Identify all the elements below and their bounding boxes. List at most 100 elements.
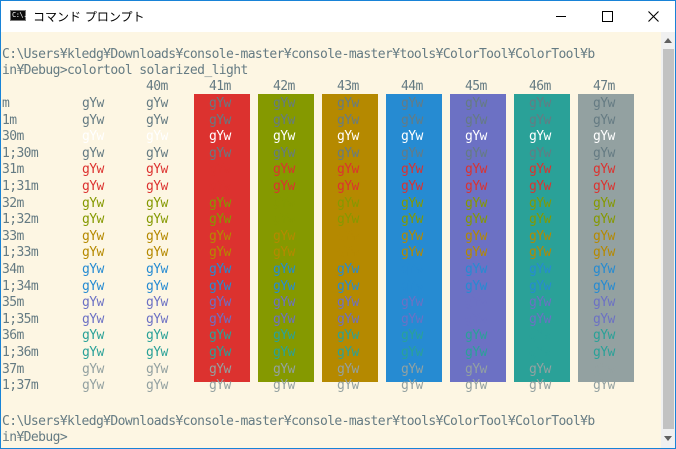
row-label: 31m — [2, 162, 24, 177]
sample-cell: gYw — [273, 179, 295, 194]
sample-cell: gYw — [209, 113, 231, 128]
sample-cell: gYw — [146, 345, 168, 360]
sample-cell: gYw — [82, 113, 104, 128]
sample-cell: gYw — [465, 279, 487, 294]
title-bar[interactable]: C:\. コマンド プロンプト — [1, 1, 675, 32]
sample-cell: gYw — [82, 179, 104, 194]
sample-cell: gYw — [529, 245, 551, 260]
sample-cell: gYw — [337, 229, 359, 244]
sample-cell: gYw — [529, 378, 551, 393]
sample-cell: gYw — [337, 245, 359, 260]
sample-cell: gYw — [593, 229, 615, 244]
sample-cell: gYw — [273, 212, 295, 227]
sample-cell: gYw — [593, 113, 615, 128]
row-label: 35m — [2, 295, 24, 310]
sample-cell: gYw — [337, 295, 359, 310]
sample-cell: gYw — [146, 362, 168, 377]
background-column — [578, 94, 634, 382]
sample-cell: gYw — [82, 162, 104, 177]
sample-cell: gYw — [82, 345, 104, 360]
sample-cell: gYw — [337, 262, 359, 277]
sample-cell: gYw — [401, 312, 423, 327]
row-label: 1;37m — [2, 378, 39, 393]
sample-cell: gYw — [82, 129, 104, 144]
sample-cell: gYw — [146, 279, 168, 294]
column-header: 46m — [529, 79, 551, 94]
row-label: 36m — [2, 328, 24, 343]
sample-cell: gYw — [82, 295, 104, 310]
row-label: m — [2, 96, 10, 111]
prompt-line: in¥Debug> — [2, 430, 68, 445]
sample-cell: gYw — [273, 96, 295, 111]
sample-cell: gYw — [273, 328, 295, 343]
sample-cell: gYw — [529, 328, 551, 343]
sample-cell: gYw — [273, 245, 295, 260]
sample-cell: gYw — [401, 245, 423, 260]
close-button[interactable] — [630, 1, 675, 32]
maximize-button[interactable] — [584, 1, 630, 32]
sample-cell: gYw — [465, 245, 487, 260]
sample-cell: gYw — [465, 328, 487, 343]
sample-cell: gYw — [146, 312, 168, 327]
sample-cell: gYw — [593, 362, 615, 377]
sample-cell: gYw — [209, 262, 231, 277]
minimize-button[interactable] — [538, 1, 584, 32]
sample-cell: gYw — [401, 362, 423, 377]
sample-cell: gYw — [465, 129, 487, 144]
sample-cell: gYw — [529, 129, 551, 144]
sample-cell: gYw — [465, 345, 487, 360]
sample-cell: gYw — [593, 328, 615, 343]
sample-cell: gYw — [465, 229, 487, 244]
sample-cell: gYw — [209, 229, 231, 244]
sample-cell: gYw — [401, 96, 423, 111]
sample-cell: gYw — [593, 146, 615, 161]
row-label: 1;33m — [2, 245, 39, 260]
row-label: 1;34m — [2, 279, 39, 294]
sample-cell: gYw — [401, 162, 423, 177]
sample-cell: gYw — [82, 312, 104, 327]
sample-cell: gYw — [209, 146, 231, 161]
sample-cell: gYw — [209, 245, 231, 260]
sample-cell: gYw — [273, 295, 295, 310]
sample-cell: gYw — [465, 162, 487, 177]
sample-cell: gYw — [146, 96, 168, 111]
sample-cell: gYw — [146, 328, 168, 343]
background-column — [258, 94, 314, 382]
sample-cell: gYw — [337, 345, 359, 360]
sample-cell: gYw — [273, 378, 295, 393]
sample-cell: gYw — [209, 129, 231, 144]
sample-cell: gYw — [465, 196, 487, 211]
sample-cell: gYw — [465, 113, 487, 128]
background-column — [194, 94, 250, 382]
scroll-thumb[interactable] — [663, 49, 674, 429]
vertical-scrollbar[interactable] — [661, 32, 675, 448]
sample-cell: gYw — [529, 196, 551, 211]
sample-cell: gYw — [401, 229, 423, 244]
sample-cell: gYw — [337, 328, 359, 343]
background-column — [386, 94, 442, 382]
sample-cell: gYw — [209, 295, 231, 310]
sample-cell: gYw — [529, 96, 551, 111]
sample-cell: gYw — [337, 362, 359, 377]
window-title: コマンド プロンプト — [33, 10, 145, 24]
sample-cell: gYw — [401, 295, 423, 310]
sample-cell: gYw — [209, 196, 231, 211]
sample-cell: gYw — [209, 96, 231, 111]
sample-cell: gYw — [529, 179, 551, 194]
sample-cell: gYw — [82, 279, 104, 294]
scroll-down-arrow-icon[interactable] — [664, 436, 672, 441]
sample-cell: gYw — [593, 312, 615, 327]
prompt-line: C:\Users¥kledg¥Downloads¥console-master¥… — [2, 414, 595, 429]
column-header: 44m — [401, 79, 423, 94]
sample-cell: gYw — [593, 129, 615, 144]
sample-cell: gYw — [529, 362, 551, 377]
sample-cell: gYw — [465, 295, 487, 310]
prompt-line: in¥Debug>colortool solarized_light — [2, 63, 248, 78]
row-label: 34m — [2, 262, 24, 277]
scroll-up-arrow-icon[interactable] — [664, 38, 672, 43]
sample-cell: gYw — [529, 312, 551, 327]
sample-cell: gYw — [146, 295, 168, 310]
console-output[interactable]: C:\Users¥kledg¥Downloads¥console-master¥… — [1, 32, 661, 448]
sample-cell: gYw — [529, 295, 551, 310]
sample-cell: gYw — [593, 245, 615, 260]
